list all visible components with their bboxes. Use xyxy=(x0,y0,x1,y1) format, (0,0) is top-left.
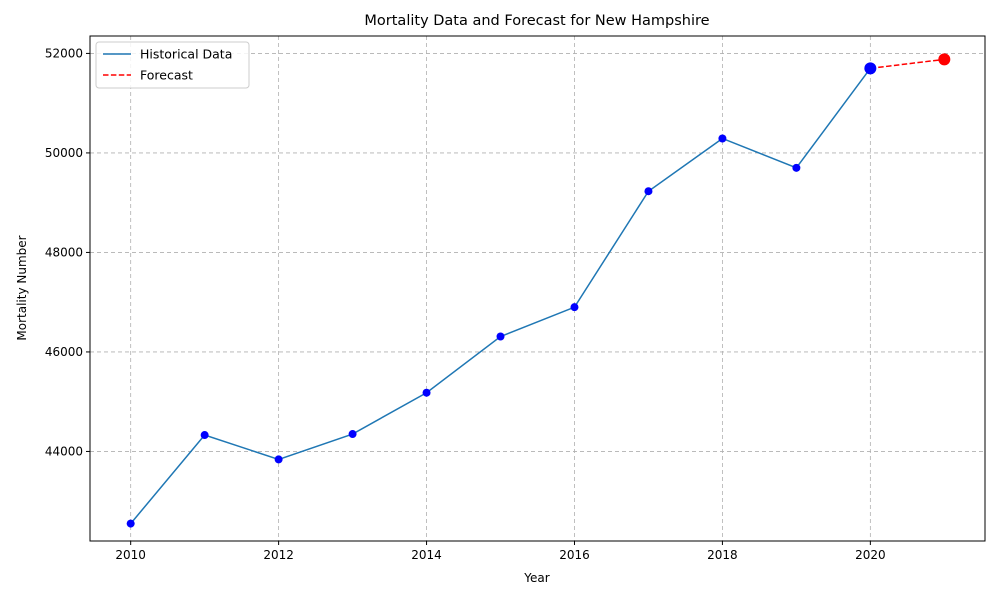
historical-data-line xyxy=(130,67,871,525)
historical-point xyxy=(792,163,801,172)
x-axis-label: Year xyxy=(523,571,549,585)
axis-ticks: 2010 2012 2014 2016 2018 2020 44000 46000 48000 5… xyxy=(45,46,886,562)
historical-point xyxy=(200,431,209,440)
legend-label-forecast: Forecast xyxy=(140,68,193,83)
y-axis-label: Mortality Number xyxy=(15,235,29,340)
y-tick-label: 48000 xyxy=(45,245,83,259)
legend-label-historical: Historical Data xyxy=(140,47,232,62)
y-tick-label: 44000 xyxy=(45,444,83,458)
x-tick-label: 2018 xyxy=(707,548,738,562)
grid xyxy=(90,36,985,541)
legend: Historical Data Forecast xyxy=(95,41,250,89)
historical-point xyxy=(570,303,579,312)
plot-frame xyxy=(89,35,986,542)
y-tick-label: 46000 xyxy=(45,345,83,359)
x-tick-label: 2020 xyxy=(855,548,886,562)
x-tick-label: 2010 xyxy=(115,548,146,562)
data-markers xyxy=(126,53,951,528)
historical-point xyxy=(718,134,727,143)
series-lines xyxy=(130,58,945,525)
historical-point xyxy=(348,430,357,439)
historical-point xyxy=(644,187,653,196)
last-historical-point xyxy=(864,62,877,75)
historical-point xyxy=(274,455,283,464)
x-tick-label: 2014 xyxy=(411,548,442,562)
chart-title: Mortality Data and Forecast for New Hamp… xyxy=(364,13,709,29)
historical-point xyxy=(496,332,505,341)
historical-point xyxy=(126,519,135,528)
x-tick-label: 2016 xyxy=(559,548,590,562)
forecast-point xyxy=(938,53,951,66)
forecast-line xyxy=(870,58,945,70)
y-tick-label: 50000 xyxy=(45,146,83,160)
y-tick-label: 52000 xyxy=(45,46,83,60)
legend-box xyxy=(95,41,250,89)
x-tick-label: 2012 xyxy=(263,548,294,562)
historical-point xyxy=(422,388,431,397)
